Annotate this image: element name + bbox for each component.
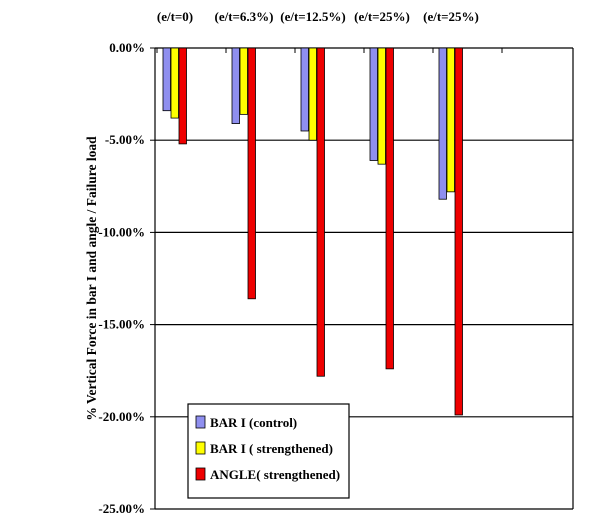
- legend-box: [187, 403, 350, 499]
- bar: [308, 47, 317, 141]
- legend-label: BAR I (control): [210, 415, 297, 430]
- category-label: (e/t=25%): [354, 9, 410, 24]
- legend-label: ANGLE( strengthened): [210, 467, 340, 482]
- bar: [239, 47, 248, 115]
- category-label: (e/t=12.5%): [280, 9, 346, 24]
- legend-swatch: [195, 415, 206, 429]
- legend-label: BAR I ( strengthened): [210, 441, 333, 456]
- y-tick-label: -5.00%: [105, 132, 145, 147]
- legend-swatch: [195, 467, 206, 481]
- y-tick-label: -15.00%: [98, 317, 145, 332]
- bar: [369, 47, 378, 161]
- bar: [316, 47, 325, 377]
- bar: [162, 47, 171, 112]
- bar: [178, 47, 187, 145]
- bar: [385, 47, 394, 370]
- y-tick-label: 0.00%: [109, 40, 145, 55]
- bar: [170, 47, 179, 119]
- legend-swatch: [195, 441, 206, 455]
- category-label: (e/t=0): [157, 9, 193, 24]
- y-tick-label: -20.00%: [98, 409, 145, 424]
- bar: [231, 47, 240, 125]
- bar: [300, 47, 309, 132]
- bar: [377, 47, 386, 165]
- category-label: (e/t=6.3%): [214, 9, 273, 24]
- bar: [446, 47, 455, 193]
- category-label: (e/t=25%): [423, 9, 479, 24]
- bar: [454, 47, 463, 416]
- y-axis-label: % Vertical Force in bar I and angle / Fa…: [84, 136, 99, 421]
- bar: [247, 47, 256, 300]
- y-tick-label: -10.00%: [98, 224, 145, 239]
- bar: [438, 47, 447, 200]
- y-tick-label: -25.00%: [98, 501, 145, 516]
